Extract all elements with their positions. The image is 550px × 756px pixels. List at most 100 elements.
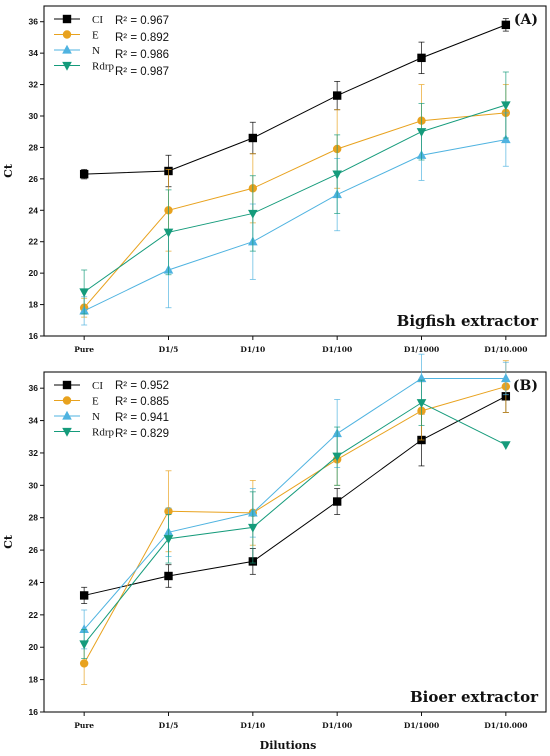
x-tick-label-a: D1/10 [240,345,265,354]
series-line [83,112,506,309]
r-squared-label: R² = 0.829 [115,428,169,440]
x-tick-label-b: D1/1000 [404,721,439,730]
x-tick-label-b: D1/10 [240,721,265,730]
data-point [332,497,342,506]
legend-label: CI [92,380,103,392]
legend-marker [62,30,72,39]
series-a-e [79,84,511,318]
y-tick-label-a: 36 [29,17,39,27]
legend-label: N [92,45,100,57]
y-axis-title-b: Ct [2,534,15,549]
y-tick-label-b: 32 [29,448,39,458]
y-tick-label-a: 22 [29,237,39,247]
data-point [417,53,426,63]
extractor-annotation-a: Bigfish extractor [397,312,539,330]
y-tick-label-b: 22 [29,610,39,620]
series-line [84,24,507,175]
y-tick-label-a: 24 [29,205,39,215]
y-tick-label-a: 20 [29,268,39,278]
series-line [83,104,506,293]
data-point [79,591,89,600]
legend-label: CI [92,14,103,26]
y-tick-label-b: 30 [29,480,39,490]
data-point [79,624,89,634]
series-line [83,402,507,645]
data-point [416,128,427,137]
data-point [332,452,342,462]
y-tick-label-a: 28 [29,142,39,152]
y-tick-label-b: 26 [29,545,39,555]
r-squared-label: R² = 0.986 [115,49,169,61]
legend-b: CI EN Rdrp R² = 0.952 R² = 0.885 R² = 0.941 R²… [54,380,169,440]
series-b-rdrp [79,379,511,660]
data-point [501,20,511,30]
data-point [416,399,427,408]
x-tick-label-a: D1/10.000 [484,345,527,354]
r-squared-label: R² = 0.885 [115,396,169,408]
x-tick-label-a: Pure [74,345,94,354]
data-point [163,228,174,238]
y-tick-label-a: 26 [29,174,39,184]
extractor-annotation-b: Bioer extractor [410,688,539,706]
x-tick-label-a: D1/5 [159,345,179,354]
x-tick-label-a: D1/100 [322,345,352,354]
legend-marker [62,44,72,54]
series-line [83,377,506,630]
r-squared-label: R² = 0.987 [115,66,169,78]
panel-label-a: (A) [514,12,538,28]
y-tick-label-b: 18 [29,675,39,685]
r-squared-label: R² = 0.941 [115,412,169,424]
legend-label: Rdrp [92,427,115,439]
data-point [501,134,511,144]
y-tick-label-b: 20 [29,642,39,652]
legend-marker [62,380,72,390]
y-tick-label-b: 36 [29,383,39,393]
data-point [248,523,258,533]
legend-marker [62,61,72,71]
y-axis-title-a: Ct [2,163,15,178]
data-point [163,535,174,544]
legend-marker [62,410,72,420]
legend-marker [62,14,72,24]
series-line [84,395,507,596]
y-tick-label-a: 18 [29,300,39,310]
r-squared-label: R² = 0.952 [115,380,169,392]
data-point [79,659,89,668]
y-tick-label-b: 34 [29,416,39,426]
legend-marker [62,427,72,437]
series-a-rdrp [79,71,511,315]
panel-label-b: (B) [513,378,538,394]
y-tick-label-b: 28 [29,513,39,523]
legend-a: CI EN Rdrp R² = 0.967 R² = 0.892 R² = 0.986 R²… [54,14,169,78]
x-tick-label-b: D1/100 [322,721,352,730]
data-point [332,91,342,100]
x-tick-label-b: D1/10.000 [484,721,527,730]
data-point [501,101,511,111]
series-b-e [79,360,511,685]
plot-frame-a [43,5,547,337]
y-tick-label-b: 16 [29,707,39,717]
data-point [79,640,89,650]
series-a-n [79,112,511,326]
data-point [248,133,258,143]
y-tick-label-a: 16 [29,331,39,341]
panel-a: 16 18 20 22 24 26 28 30 32 34 36 Pure D1/5 D1/10 D1/10… [2,5,547,354]
series-line [83,139,506,312]
data-point [79,169,89,179]
data-point [501,373,511,383]
legend-label: E [92,30,99,42]
r-squared-label: R² = 0.967 [115,15,169,27]
y-tick-label-a: 34 [29,48,39,58]
x-tick-label-b: Pure [74,721,94,730]
data-point [248,209,258,219]
legend-label: Rdrp [92,61,115,73]
data-point [501,441,511,451]
x-tick-label-b: D1/5 [159,721,179,730]
legend-label: E [92,396,99,408]
r-squared-label: R² = 0.892 [115,32,169,44]
data-point [332,170,342,180]
x-tick-label-a: D1/1000 [404,345,439,354]
plot-frame-b [43,371,547,713]
legend-label: N [92,411,100,423]
